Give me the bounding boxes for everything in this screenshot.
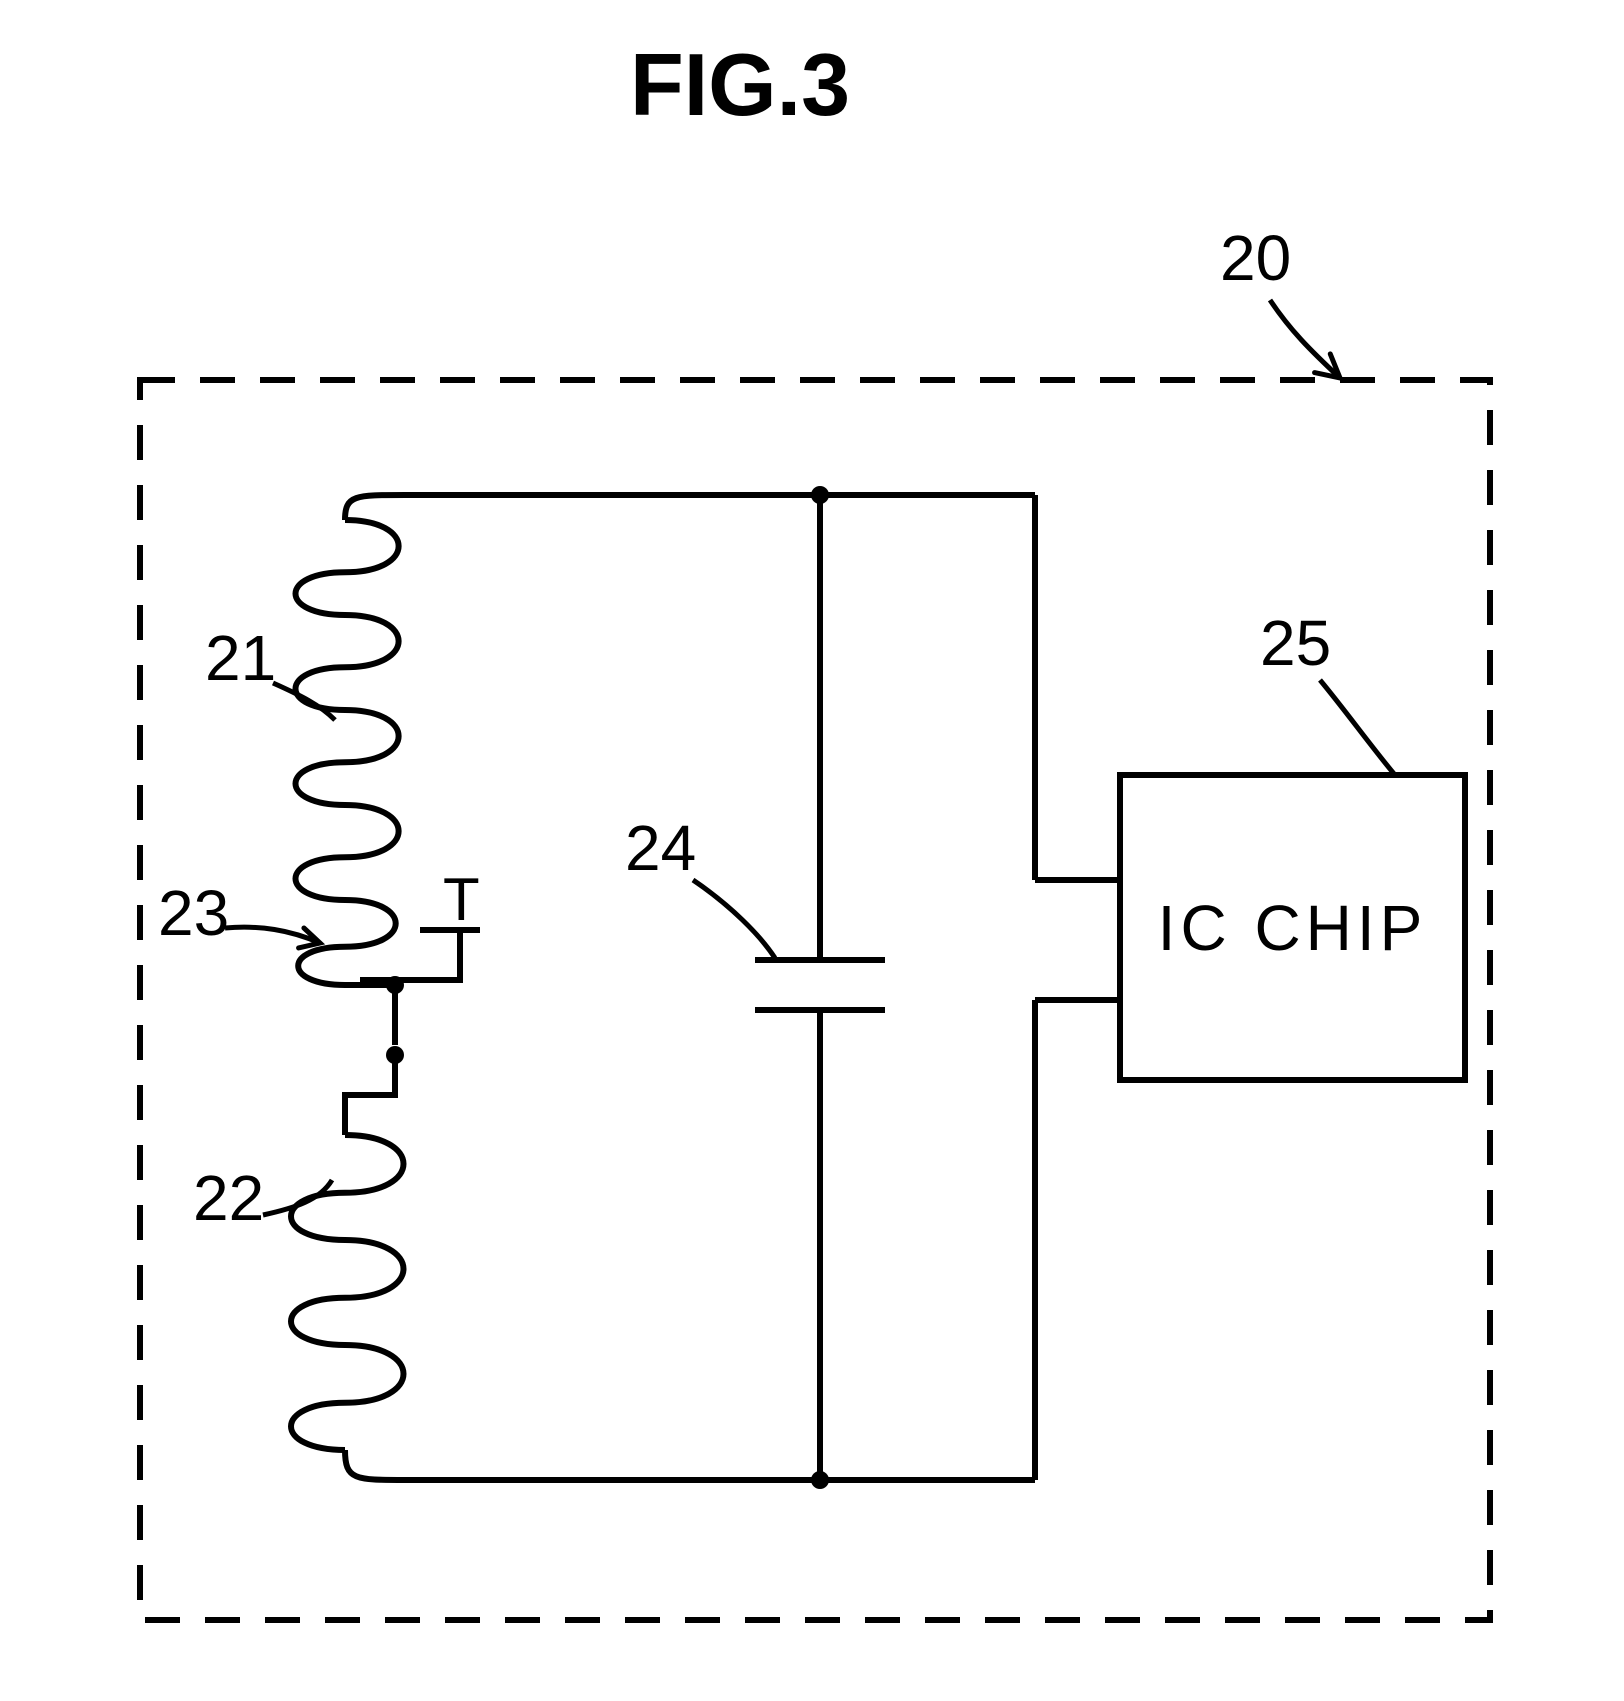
trimmer-tap xyxy=(360,930,460,980)
ref-label-24: 24 xyxy=(625,812,696,884)
ref-label-21: 21 xyxy=(205,622,276,694)
node-3 xyxy=(386,1046,404,1064)
ref-label-23: 23 xyxy=(158,877,229,949)
node-1 xyxy=(811,1471,829,1489)
wire-to-coil22 xyxy=(345,1055,395,1135)
ref-leader-25 xyxy=(1320,680,1395,775)
node-0 xyxy=(811,486,829,504)
ref-label-25: 25 xyxy=(1260,607,1331,679)
ic-chip-label: IC CHIP xyxy=(1158,892,1428,964)
figure-title: FIG.3 xyxy=(630,35,850,134)
coil-21 xyxy=(296,520,399,900)
ref-label-20: 20 xyxy=(1220,222,1291,294)
figure-svg: FIG.3 20 IC CHIP 21 23 22 24 25 T xyxy=(0,0,1624,1701)
wire-bottom xyxy=(345,1450,1035,1480)
node-2 xyxy=(386,976,404,994)
ref-label-T: T xyxy=(443,866,480,933)
ref-leader-24 xyxy=(693,880,775,958)
ref-label-22: 22 xyxy=(193,1162,264,1234)
ref-leader-20 xyxy=(1270,300,1340,378)
wire-top xyxy=(345,495,1035,520)
coil-22 xyxy=(291,1135,404,1450)
figure-stage: FIG.3 20 IC CHIP 21 23 22 24 25 T xyxy=(0,0,1624,1701)
